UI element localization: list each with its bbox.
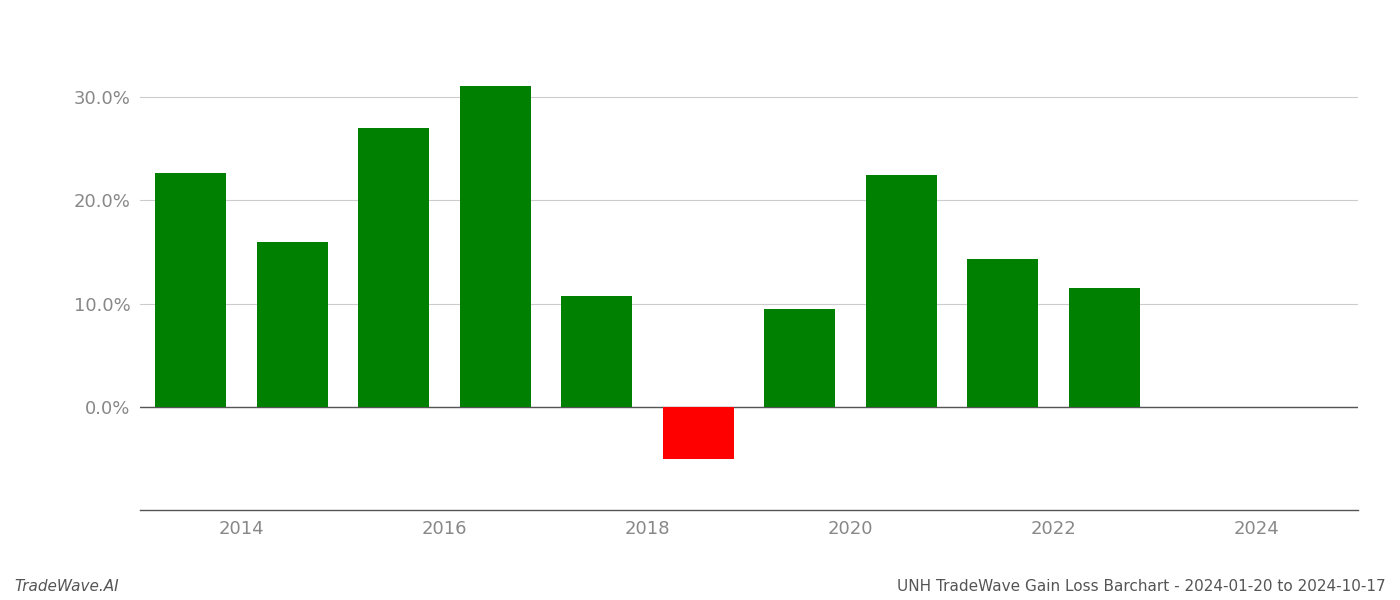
Bar (256, 242, 328, 407)
Bar (1068, 288, 1140, 407)
Bar (967, 259, 1039, 407)
Text: TradeWave.AI: TradeWave.AI (14, 579, 119, 594)
Bar (358, 128, 430, 407)
Bar (662, 407, 734, 460)
Bar (865, 175, 937, 407)
Bar (764, 309, 836, 407)
Bar (561, 296, 633, 407)
Bar (155, 173, 227, 407)
Bar (459, 86, 531, 407)
Text: UNH TradeWave Gain Loss Barchart - 2024-01-20 to 2024-10-17: UNH TradeWave Gain Loss Barchart - 2024-… (897, 579, 1386, 594)
